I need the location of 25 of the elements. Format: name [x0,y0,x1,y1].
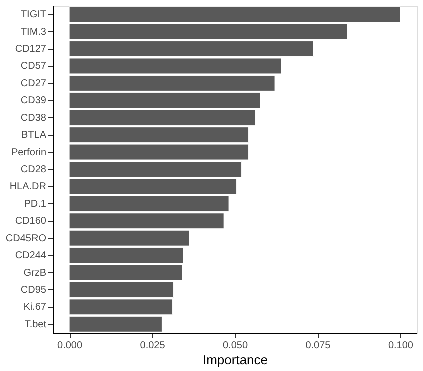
y-tick-label: CD57 [20,61,47,72]
y-tick-label: CD39 [20,96,47,107]
x-tick-label: 0.100 [388,340,414,352]
x-tick-label: 0.000 [58,340,83,352]
y-tick-label: PD.1 [24,198,47,210]
y-tick-label: GrzB [24,268,47,279]
y-tick-label: CD28 [20,164,47,176]
y-tick-label: CD160 [15,216,47,228]
y-tick-label: CD127 [15,44,47,56]
y-tick-label: CD38 [20,112,47,124]
y-tick-label: Ki.67 [24,302,47,314]
x-tick-label: 0.050 [222,340,248,352]
y-tick-label: HLA.DR [10,182,46,193]
x-axis-title: Importance [202,352,268,368]
x-tick-label: 0.075 [306,340,332,352]
y-tick-label: T.bet [24,319,47,330]
y-tick-label: CD95 [20,284,47,296]
y-tick-label: CD27 [20,78,47,90]
x-tick-label: 0.025 [140,340,166,352]
y-tick-label: Perforin [11,147,46,158]
y-tick-label: CD45RO [6,233,47,244]
y-tick-label: TIGIT [20,10,46,21]
y-tick-label: BTLA [21,130,47,142]
y-tick-label: TIM.3 [20,26,47,38]
y-tick-label: CD244 [15,250,47,262]
